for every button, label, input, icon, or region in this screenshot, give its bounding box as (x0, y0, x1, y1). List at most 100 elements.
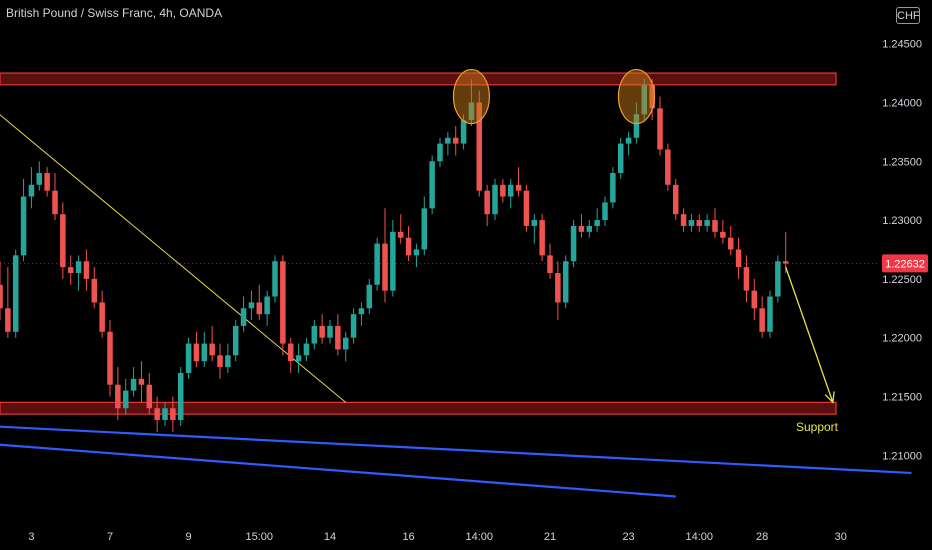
candle-body (170, 408, 176, 421)
last-price-badge (882, 254, 928, 273)
candle-body (350, 314, 357, 338)
candle (672, 178, 679, 221)
candle-body (492, 184, 498, 215)
candle (712, 208, 718, 238)
candle-body (759, 308, 765, 332)
candle (36, 161, 43, 191)
candle-body (382, 243, 388, 291)
candle-body (193, 343, 200, 362)
candle (122, 378, 129, 415)
candle (625, 131, 632, 156)
x-tick-label: 15:00 (246, 531, 274, 543)
candle (429, 155, 435, 215)
candle-body (201, 343, 208, 362)
candle (547, 243, 553, 279)
last-price-label: 1.22632 (885, 258, 925, 270)
top-highlight-circle-2[interactable] (617, 68, 656, 125)
support-zone[interactable] (0, 401, 837, 415)
candle (484, 184, 490, 226)
candle-body (225, 355, 231, 368)
candle (610, 167, 616, 209)
candle (405, 225, 412, 262)
candle-body (507, 184, 514, 197)
top-highlight-circle-1[interactable] (452, 68, 491, 125)
candle (680, 208, 687, 232)
candle (232, 320, 239, 362)
candle-body (248, 302, 255, 309)
candle-body (727, 237, 734, 250)
candle-body (138, 378, 145, 385)
candle-body (20, 196, 27, 256)
x-tick-label: 14:00 (686, 531, 714, 543)
support-label: Support (796, 420, 839, 434)
channel-line-2[interactable] (0, 443, 676, 498)
candle-body (28, 184, 35, 197)
candle-body (397, 231, 404, 238)
candle (413, 243, 420, 268)
candle-body (460, 120, 467, 144)
candle (311, 320, 318, 350)
candle (67, 255, 74, 285)
candle-body (570, 225, 577, 262)
y-tick-label: 1.24500 (882, 39, 922, 51)
x-tick-label: 21 (544, 531, 556, 543)
candle-body (52, 190, 58, 215)
candle-body (562, 261, 569, 303)
candle (743, 255, 750, 303)
candle (602, 196, 608, 226)
candle (374, 237, 380, 291)
candle (303, 337, 310, 362)
candle-body (452, 137, 459, 144)
trendline[interactable] (0, 108, 347, 403)
candle (342, 331, 349, 362)
candle (594, 208, 600, 232)
candle-body (366, 284, 373, 309)
candle (531, 214, 538, 244)
resistance-zone[interactable] (0, 72, 837, 86)
candle (272, 255, 278, 303)
candle (759, 296, 765, 338)
candle (382, 208, 388, 303)
candle-body (476, 102, 483, 191)
candle-body (311, 325, 318, 344)
candle (170, 396, 176, 432)
candle-body (12, 255, 19, 332)
candle (688, 214, 695, 232)
candle-body (586, 225, 593, 232)
candle (586, 220, 593, 238)
candle-body (735, 249, 742, 268)
candle (335, 314, 341, 356)
y-tick-label: 1.24000 (882, 97, 922, 109)
candle (665, 143, 671, 191)
down-arrow[interactable] (785, 266, 834, 403)
candle (397, 214, 404, 244)
candle-body (280, 261, 286, 344)
chart-title: British Pound / Swiss Franc, 4h, OANDA (6, 6, 223, 20)
candle-body (704, 220, 710, 226)
currency-button[interactable]: CHF (896, 7, 920, 24)
candle-body (83, 261, 90, 279)
candle (562, 255, 569, 309)
candle (28, 167, 35, 209)
candle (107, 320, 113, 397)
candle-body (264, 296, 270, 315)
candle (295, 343, 302, 373)
candle (177, 367, 184, 426)
x-tick-label: 9 (186, 531, 192, 543)
candle-body (232, 325, 239, 356)
channel-line-1[interactable] (0, 425, 912, 475)
candle (44, 167, 50, 197)
candle-body (374, 243, 380, 285)
candle-body (500, 184, 506, 197)
x-tick-label: 7 (107, 531, 113, 543)
x-tick-label: 23 (622, 531, 634, 543)
y-tick-label: 1.23000 (882, 215, 922, 227)
candle (767, 290, 773, 338)
candle-body (240, 308, 247, 326)
candle (390, 220, 396, 297)
y-tick-label: 1.22500 (882, 274, 922, 286)
y-tick-label: 1.21500 (882, 391, 922, 403)
candle-body (107, 331, 113, 385)
candle-body (696, 220, 703, 226)
